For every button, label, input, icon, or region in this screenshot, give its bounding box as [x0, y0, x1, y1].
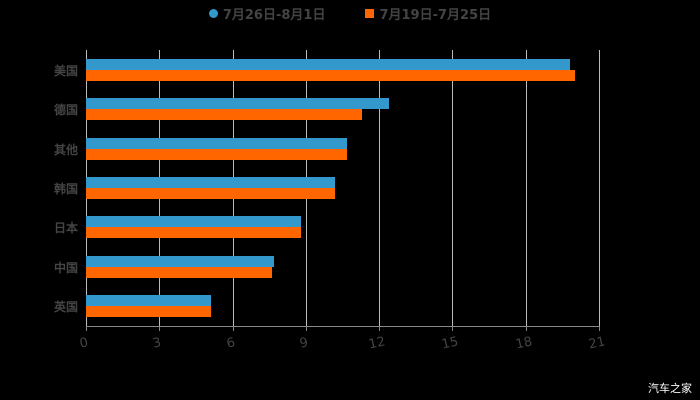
y-category-label: 美国: [53, 64, 78, 78]
axis-tick: [379, 326, 380, 331]
x-tick-label: 18: [514, 334, 534, 353]
y-category-label: 日本: [53, 221, 78, 235]
axis-tick: [306, 326, 307, 331]
axis-tick: [526, 326, 527, 331]
y-category-label: 英国: [53, 300, 78, 314]
bar-series-2[interactable]: [86, 188, 335, 199]
x-tick-label: 6: [225, 335, 237, 352]
legend-square-icon: [365, 8, 375, 18]
x-tick-label: 3: [151, 335, 163, 352]
x-tick-label: 0: [78, 335, 90, 352]
bar-series-2[interactable]: [86, 70, 575, 81]
y-category-label: 其他: [53, 143, 78, 157]
x-axis: [86, 326, 599, 327]
bar-series-1[interactable]: [86, 138, 347, 149]
x-tick-label: 12: [367, 334, 387, 353]
legend-label: 7月19日-7月25日: [379, 7, 492, 23]
watermark: 汽车之家: [648, 382, 692, 395]
legend-circle-icon: [208, 8, 218, 18]
legend-item-series-1[interactable]: 7月26日-8月1日: [208, 4, 326, 23]
y-category-label: 德国: [53, 103, 78, 117]
x-tick-label: 15: [440, 334, 460, 353]
axis-tick: [86, 326, 87, 331]
legend-label: 7月26日-8月1日: [222, 7, 326, 23]
chart-legend: 7月26日-8月1日 7月19日-7月25日: [0, 3, 700, 23]
bar-series-1[interactable]: [86, 256, 274, 267]
bar-series-1[interactable]: [86, 98, 389, 109]
y-category-label: 中国: [53, 261, 78, 275]
gridline: [452, 50, 453, 326]
bar-series-2[interactable]: [86, 306, 211, 317]
bar-series-2[interactable]: [86, 227, 301, 238]
axis-tick: [159, 326, 160, 331]
x-tick-label: 21: [587, 334, 607, 353]
gridline: [379, 50, 380, 326]
bar-series-2[interactable]: [86, 267, 272, 278]
bar-series-1[interactable]: [86, 216, 301, 227]
axis-tick: [599, 326, 600, 331]
bar-series-2[interactable]: [86, 109, 362, 120]
bar-series-1[interactable]: [86, 177, 335, 188]
axis-tick: [452, 326, 453, 331]
y-category-label: 韩国: [53, 182, 78, 196]
bar-series-2[interactable]: [86, 149, 347, 160]
legend-item-series-2[interactable]: 7月19日-7月25日: [365, 4, 491, 23]
bar-series-1[interactable]: [86, 59, 570, 70]
x-tick-label: 9: [298, 335, 310, 352]
gridline: [526, 50, 527, 326]
axis-tick: [233, 326, 234, 331]
bar-series-1[interactable]: [86, 295, 211, 306]
gridline: [599, 50, 600, 326]
